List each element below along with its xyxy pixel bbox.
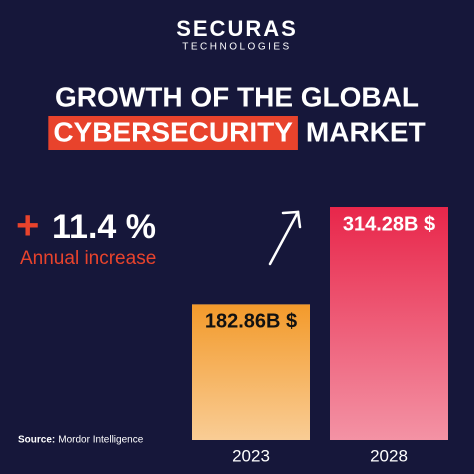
growth-value: 11.4 % <box>52 208 156 246</box>
arrow <box>268 210 302 266</box>
growth-sign: + <box>16 204 39 248</box>
title-line: GROWTH OF THE GLOBAL <box>55 81 419 112</box>
source-label: Source: <box>18 435 55 446</box>
value-label: 314.28B $ <box>343 213 435 235</box>
tagline: TECHNOLOGIES <box>182 42 291 53</box>
x-tick-label: 2028 <box>370 446 408 465</box>
x-tick-label: 2023 <box>232 446 270 465</box>
value-label: 182.86B $ <box>205 311 297 333</box>
bar <box>330 207 448 440</box>
bar <box>192 304 310 440</box>
title-highlight <box>48 116 298 150</box>
source: Mordor Intelligence <box>58 435 143 446</box>
title-line: MARKET <box>306 116 426 147</box>
title-highlight-text: CYBERSECURITY <box>53 116 293 147</box>
growth-label: Annual increase <box>20 248 156 269</box>
brand: SECURAS <box>176 16 298 41</box>
